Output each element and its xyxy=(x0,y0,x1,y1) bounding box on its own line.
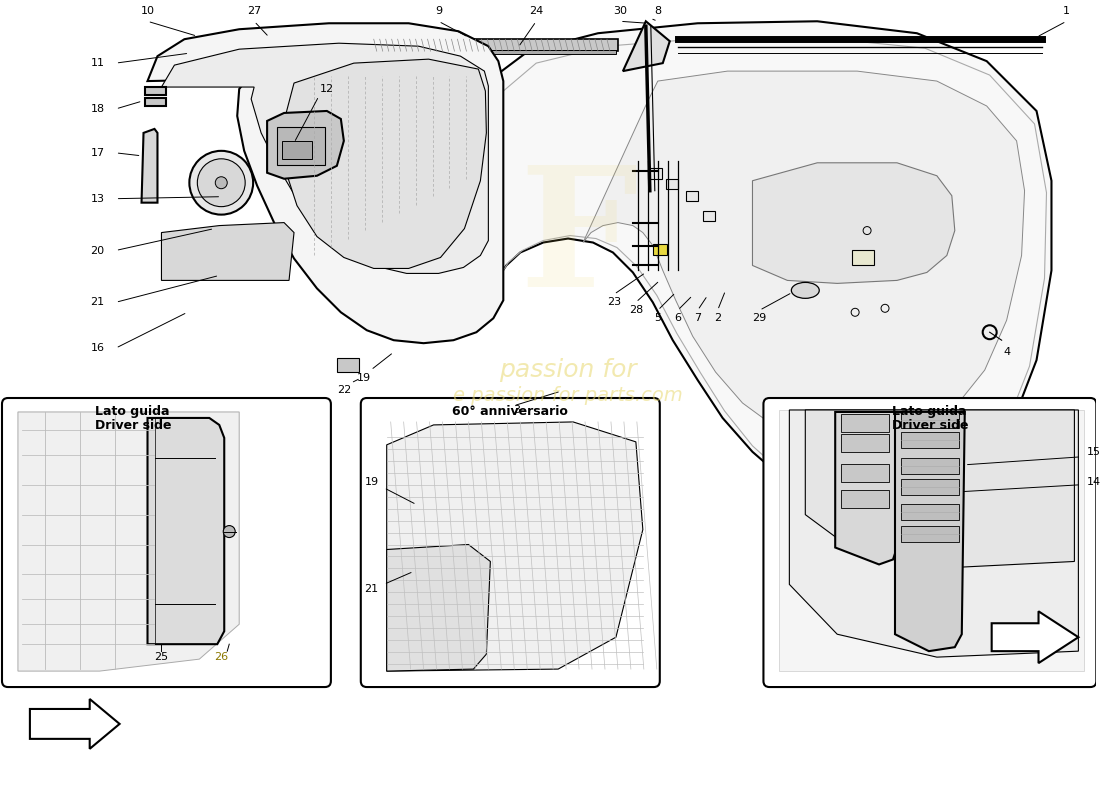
Polygon shape xyxy=(162,222,294,281)
Bar xyxy=(842,414,889,432)
Text: Driver side: Driver side xyxy=(892,419,968,433)
Text: 24: 24 xyxy=(529,6,543,16)
Text: 60° anniversario: 60° anniversario xyxy=(452,406,569,418)
Bar xyxy=(901,526,959,542)
Bar xyxy=(652,243,667,255)
Bar xyxy=(282,141,312,159)
Text: 14: 14 xyxy=(1087,477,1100,486)
Polygon shape xyxy=(142,129,157,202)
Text: 7: 7 xyxy=(694,314,701,323)
Text: Lato guida: Lato guida xyxy=(892,406,967,418)
Text: 30: 30 xyxy=(613,6,627,16)
Text: 27: 27 xyxy=(248,6,262,16)
Text: 21: 21 xyxy=(90,298,104,307)
Text: 17: 17 xyxy=(90,148,104,158)
Text: e passion for parts.com: e passion for parts.com xyxy=(453,386,683,405)
Text: 15: 15 xyxy=(1087,447,1100,457)
Polygon shape xyxy=(895,412,965,651)
Polygon shape xyxy=(752,162,955,283)
Polygon shape xyxy=(992,611,1078,663)
Bar xyxy=(666,178,678,189)
Text: 9: 9 xyxy=(434,6,442,16)
Polygon shape xyxy=(366,50,616,54)
Text: 19: 19 xyxy=(364,477,378,486)
Text: 28: 28 xyxy=(629,306,644,315)
Text: 21: 21 xyxy=(364,584,378,594)
Polygon shape xyxy=(366,39,618,51)
Text: F: F xyxy=(519,159,637,322)
Bar xyxy=(842,434,889,452)
Text: passion for: passion for xyxy=(499,358,637,382)
Text: 2: 2 xyxy=(714,314,722,323)
Polygon shape xyxy=(162,43,488,274)
Text: 5: 5 xyxy=(654,314,661,323)
FancyBboxPatch shape xyxy=(2,398,331,687)
Bar xyxy=(901,432,959,448)
Bar xyxy=(648,168,662,178)
FancyBboxPatch shape xyxy=(361,398,660,687)
Polygon shape xyxy=(18,412,239,671)
Text: 13: 13 xyxy=(90,194,104,204)
Text: Driver side: Driver side xyxy=(95,419,172,433)
Circle shape xyxy=(216,177,228,189)
Bar xyxy=(901,458,959,474)
Polygon shape xyxy=(147,418,224,644)
Text: 23: 23 xyxy=(607,298,621,307)
Text: 20: 20 xyxy=(90,246,104,255)
Polygon shape xyxy=(387,545,491,671)
Bar xyxy=(852,250,874,266)
Text: 4: 4 xyxy=(1003,347,1010,357)
Text: 10: 10 xyxy=(141,6,154,16)
Text: 26: 26 xyxy=(214,652,229,662)
Polygon shape xyxy=(790,410,1078,657)
Bar xyxy=(842,490,889,508)
Text: 16: 16 xyxy=(90,343,104,353)
Bar xyxy=(901,412,959,428)
Text: 18: 18 xyxy=(90,104,104,114)
Text: 11: 11 xyxy=(90,58,104,68)
Polygon shape xyxy=(583,71,1024,442)
Polygon shape xyxy=(488,22,1052,508)
Text: 29: 29 xyxy=(752,314,767,323)
Ellipse shape xyxy=(791,282,820,298)
Polygon shape xyxy=(267,111,344,178)
Polygon shape xyxy=(805,410,1075,567)
Text: 25: 25 xyxy=(154,652,168,662)
Bar xyxy=(387,420,646,671)
Text: 8: 8 xyxy=(654,6,661,16)
Polygon shape xyxy=(623,22,670,71)
Polygon shape xyxy=(147,23,504,343)
Bar xyxy=(685,190,697,201)
Bar xyxy=(337,358,359,372)
Text: 19: 19 xyxy=(356,373,371,383)
Text: 1: 1 xyxy=(1063,6,1070,16)
Bar xyxy=(144,98,166,106)
Text: 12: 12 xyxy=(320,84,334,94)
Polygon shape xyxy=(780,410,1085,671)
Polygon shape xyxy=(835,412,896,565)
Bar xyxy=(277,127,324,165)
Bar xyxy=(842,464,889,482)
Text: 6: 6 xyxy=(674,314,681,323)
Bar xyxy=(901,478,959,494)
Polygon shape xyxy=(30,699,120,749)
Text: Lato guida: Lato guida xyxy=(95,406,169,418)
Circle shape xyxy=(189,151,253,214)
Polygon shape xyxy=(387,422,642,671)
Bar xyxy=(901,504,959,519)
FancyBboxPatch shape xyxy=(763,398,1097,687)
Bar xyxy=(703,210,715,221)
Polygon shape xyxy=(282,59,486,269)
Bar xyxy=(144,87,166,95)
Circle shape xyxy=(197,159,245,206)
Circle shape xyxy=(223,526,235,538)
Text: 22: 22 xyxy=(337,385,351,395)
Text: 3: 3 xyxy=(513,405,520,415)
